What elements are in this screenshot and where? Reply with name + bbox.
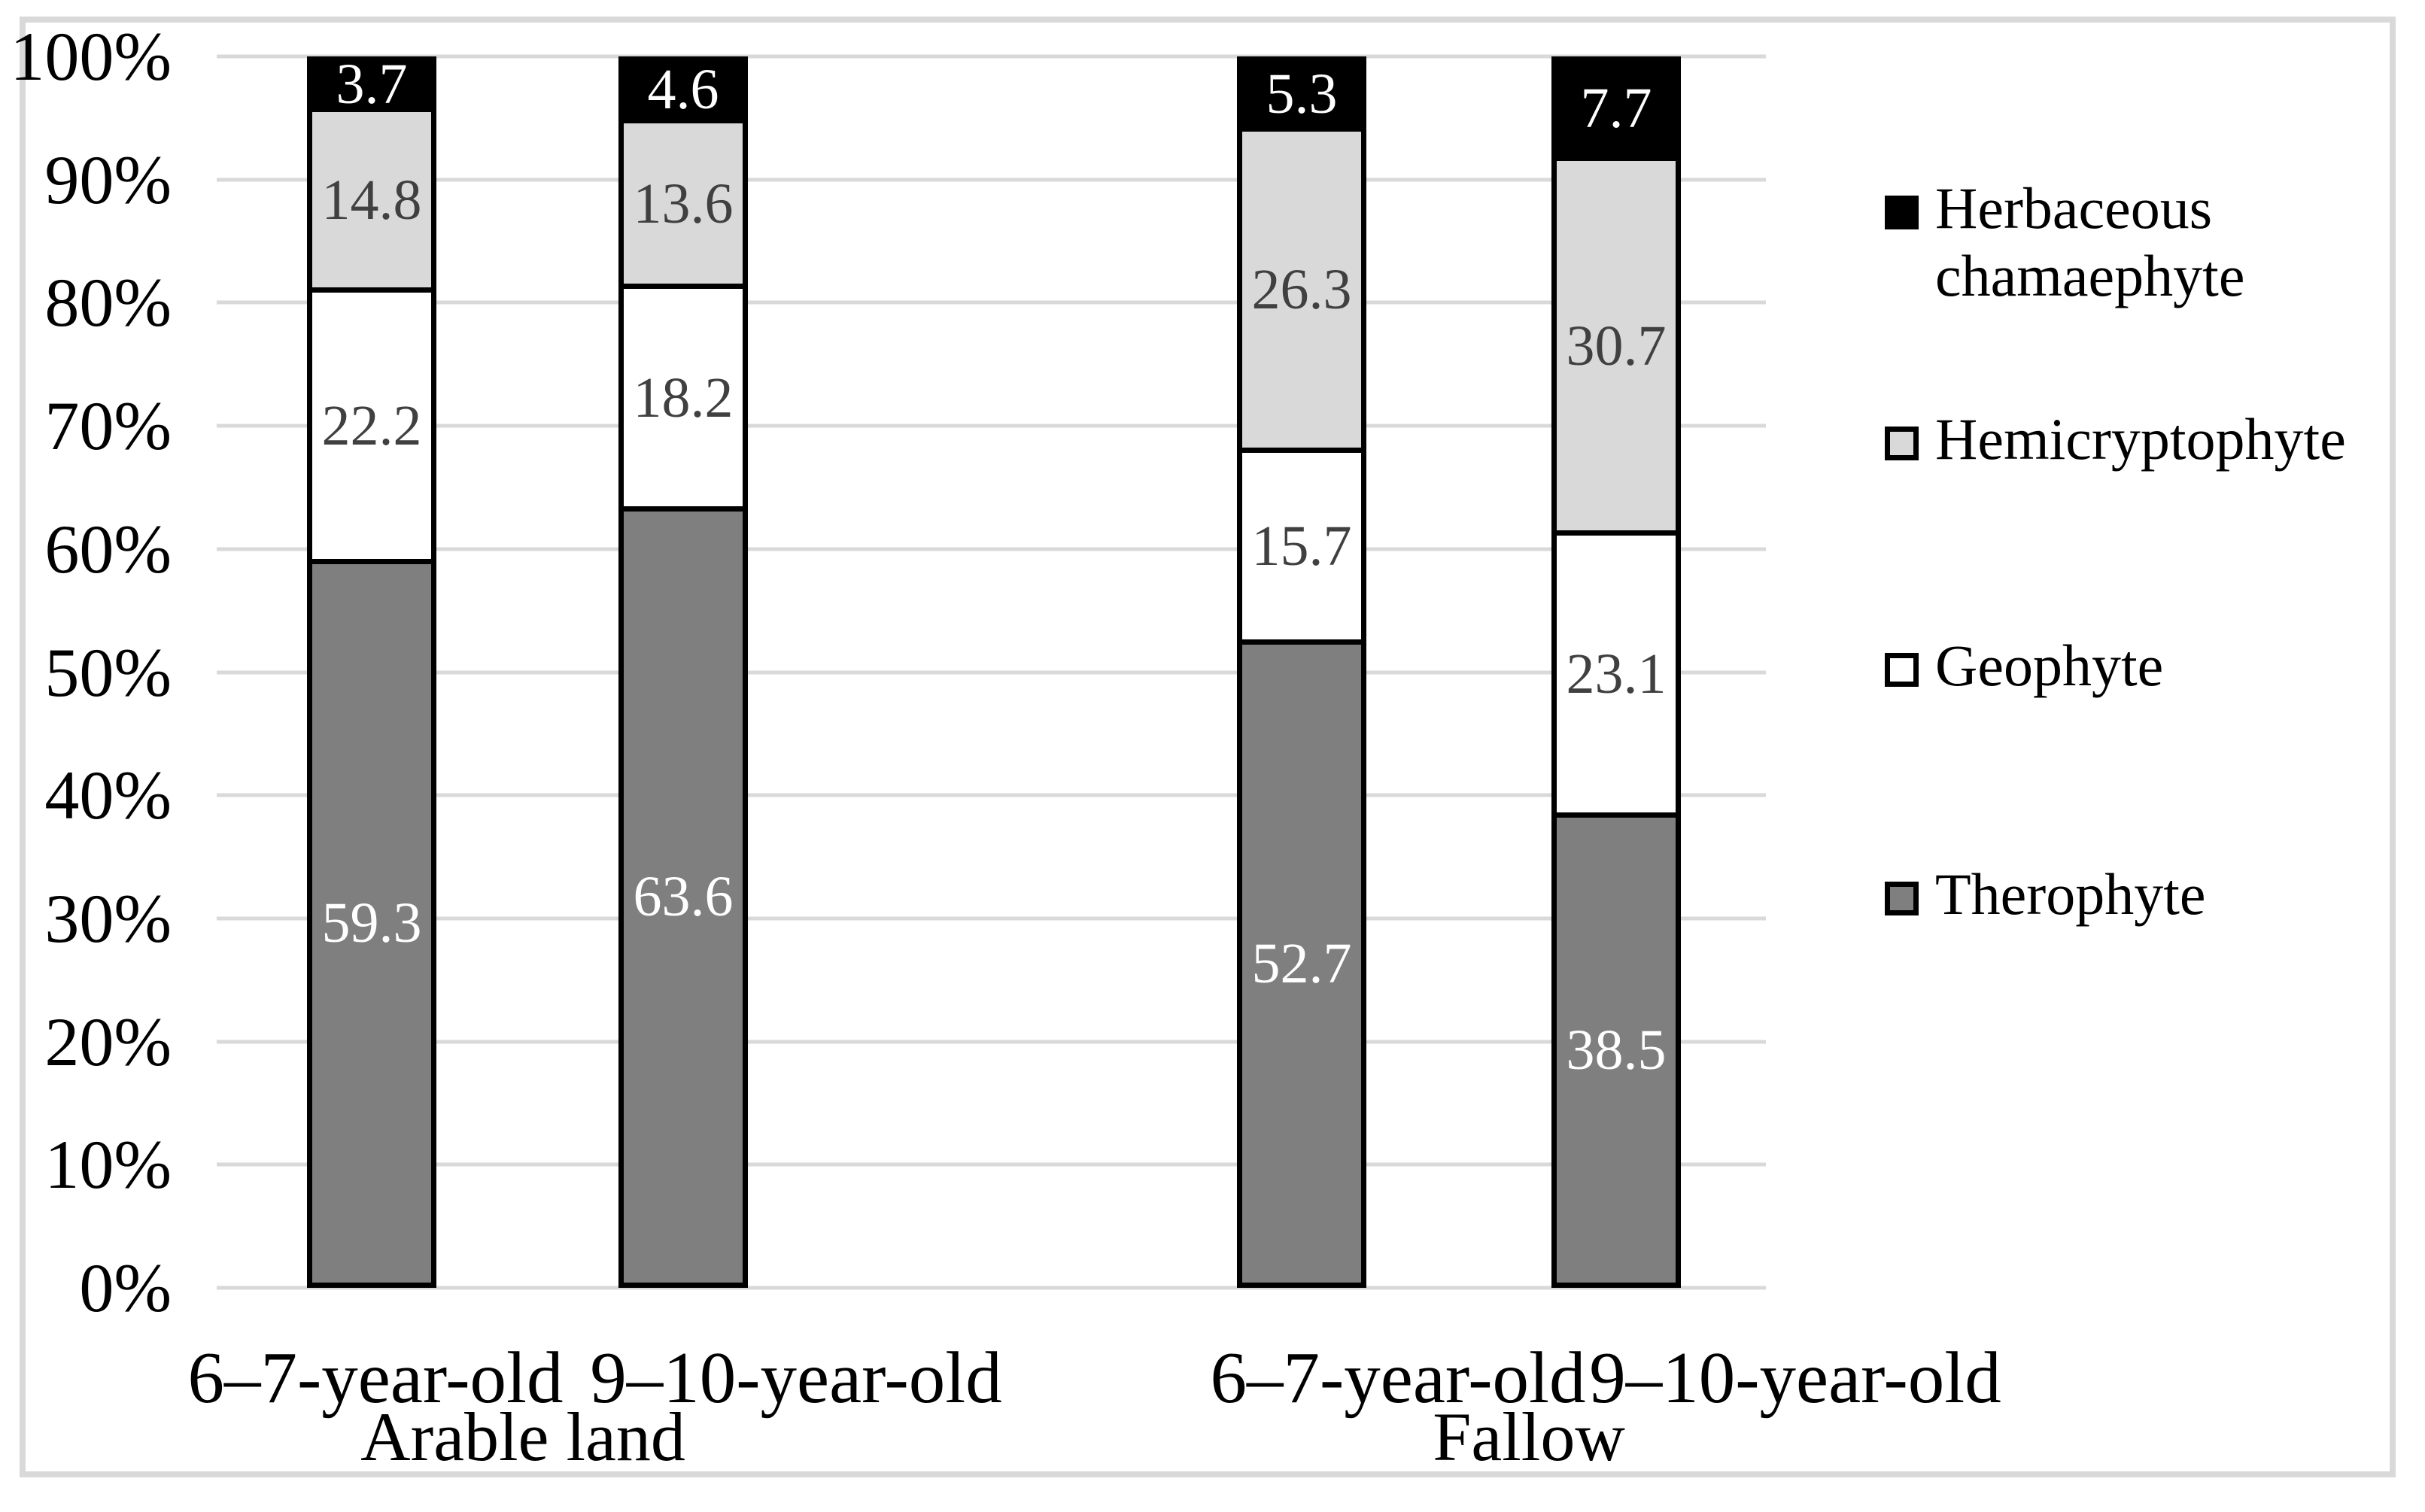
bar-segment: 22.2	[312, 287, 431, 559]
y-axis-tick-label: 70%	[44, 387, 172, 465]
bar-segment: 18.2	[624, 284, 743, 506]
y-axis-tick-label: 90%	[44, 141, 172, 218]
y-axis-tick-label: 60%	[44, 510, 172, 587]
gridline	[217, 1286, 1766, 1290]
gridline	[217, 1162, 1766, 1167]
y-axis-tick-label: 80%	[44, 264, 172, 342]
gridline	[217, 916, 1766, 921]
y-axis-tick-label: 50%	[44, 633, 172, 711]
bar-segment: 7.7	[1557, 62, 1676, 156]
bar-segment: 30.7	[1557, 155, 1676, 531]
category-label: 6–7-year-old	[187, 1337, 564, 1418]
bar-value-label: 18.2	[633, 366, 734, 430]
gridline	[217, 178, 1766, 182]
bar-segment: 15.7	[1242, 447, 1361, 639]
bar-value-label: 52.7	[1251, 931, 1352, 995]
legend-entry: Herbaceous chamaephyte	[1885, 175, 2417, 309]
bar-value-label: 26.3	[1251, 257, 1352, 321]
bar-segment: 14.8	[312, 107, 431, 288]
bar: 4.6 13.6 18.2 63.6	[618, 56, 748, 1288]
bar-segment: 23.1	[1557, 530, 1676, 813]
y-axis-tick-label: 30%	[44, 879, 172, 957]
bar-value-label: 4.6	[647, 58, 719, 122]
bar-segment: 5.3	[1242, 62, 1361, 127]
bar-segment: 13.6	[624, 117, 743, 284]
bar: 5.3 26.3 15.7 52.7	[1237, 56, 1366, 1288]
bar-segment: 3.7	[312, 56, 431, 113]
legend-label: Herbaceous chamaephyte	[1935, 175, 2245, 308]
gridline	[217, 424, 1766, 428]
bar-value-label: 15.7	[1251, 514, 1352, 578]
y-axis-tick-label: 20%	[44, 1003, 172, 1080]
bar-value-label: 3.7	[336, 53, 408, 117]
bar-segment: 38.5	[1557, 812, 1676, 1283]
gridline	[217, 1040, 1766, 1044]
bar-value-label: 63.6	[633, 865, 734, 929]
legend-label: Therophyte	[1935, 861, 2206, 927]
bar-value-label: 5.3	[1266, 62, 1338, 126]
bar-segment: 59.3	[312, 558, 431, 1283]
bar-segment: 63.6	[624, 506, 743, 1283]
category-label: 9–10-year-old	[1589, 1337, 2001, 1418]
legend-entry: Therophyte	[1885, 861, 2417, 928]
bar-value-label: 7.7	[1580, 77, 1652, 141]
legend-label: Geophyte	[1935, 633, 2164, 698]
legend-label: Hemicryptophyte	[1935, 406, 2346, 472]
y-axis-tick-label: 100%	[10, 18, 172, 95]
gridline	[217, 793, 1766, 797]
bar-segment: 4.6	[624, 58, 743, 122]
bar-value-label: 30.7	[1566, 314, 1667, 378]
y-axis-tick-label: 10%	[44, 1126, 172, 1204]
y-axis-tick-label: 40%	[44, 757, 172, 834]
legend-swatch	[1885, 653, 1919, 687]
legend-swatch	[1885, 882, 1919, 915]
bar: 3.7 14.8 22.2 59.3	[307, 56, 436, 1288]
bar-value-label: 14.8	[321, 168, 422, 232]
category-label: 9–10-year-old	[590, 1337, 1002, 1418]
bar-value-label: 23.1	[1566, 642, 1667, 706]
bar: 7.7 30.7 23.1 38.5	[1551, 56, 1681, 1288]
bar-value-label: 13.6	[633, 172, 734, 235]
group-label: Fallow	[1433, 1398, 1625, 1475]
bar-segment: 26.3	[1242, 126, 1361, 448]
bar-value-label: 22.2	[321, 393, 422, 457]
legend-entry: Geophyte	[1885, 632, 2417, 700]
legend-swatch	[1885, 427, 1919, 460]
category-label: 6–7-year-old	[1210, 1337, 1586, 1418]
gridline	[217, 670, 1766, 674]
legend-swatch	[1885, 196, 1919, 229]
bar-segment: 52.7	[1242, 639, 1361, 1283]
plot-area: 3.7 14.8 22.2 59.3 4.6 13.6 18.2 63.6 5.3 26.3 15.…	[217, 54, 1766, 1290]
gridline	[217, 300, 1766, 305]
bar-value-label: 59.3	[321, 891, 422, 955]
bar-value-label: 38.5	[1566, 1019, 1667, 1082]
gridline	[217, 54, 1766, 59]
y-axis-tick-label: 0%	[79, 1249, 172, 1326]
group-label: Arable land	[360, 1398, 685, 1475]
gridline	[217, 547, 1766, 551]
legend-entry: Hemicryptophyte	[1885, 405, 2417, 473]
figure-border	[20, 17, 2396, 1477]
